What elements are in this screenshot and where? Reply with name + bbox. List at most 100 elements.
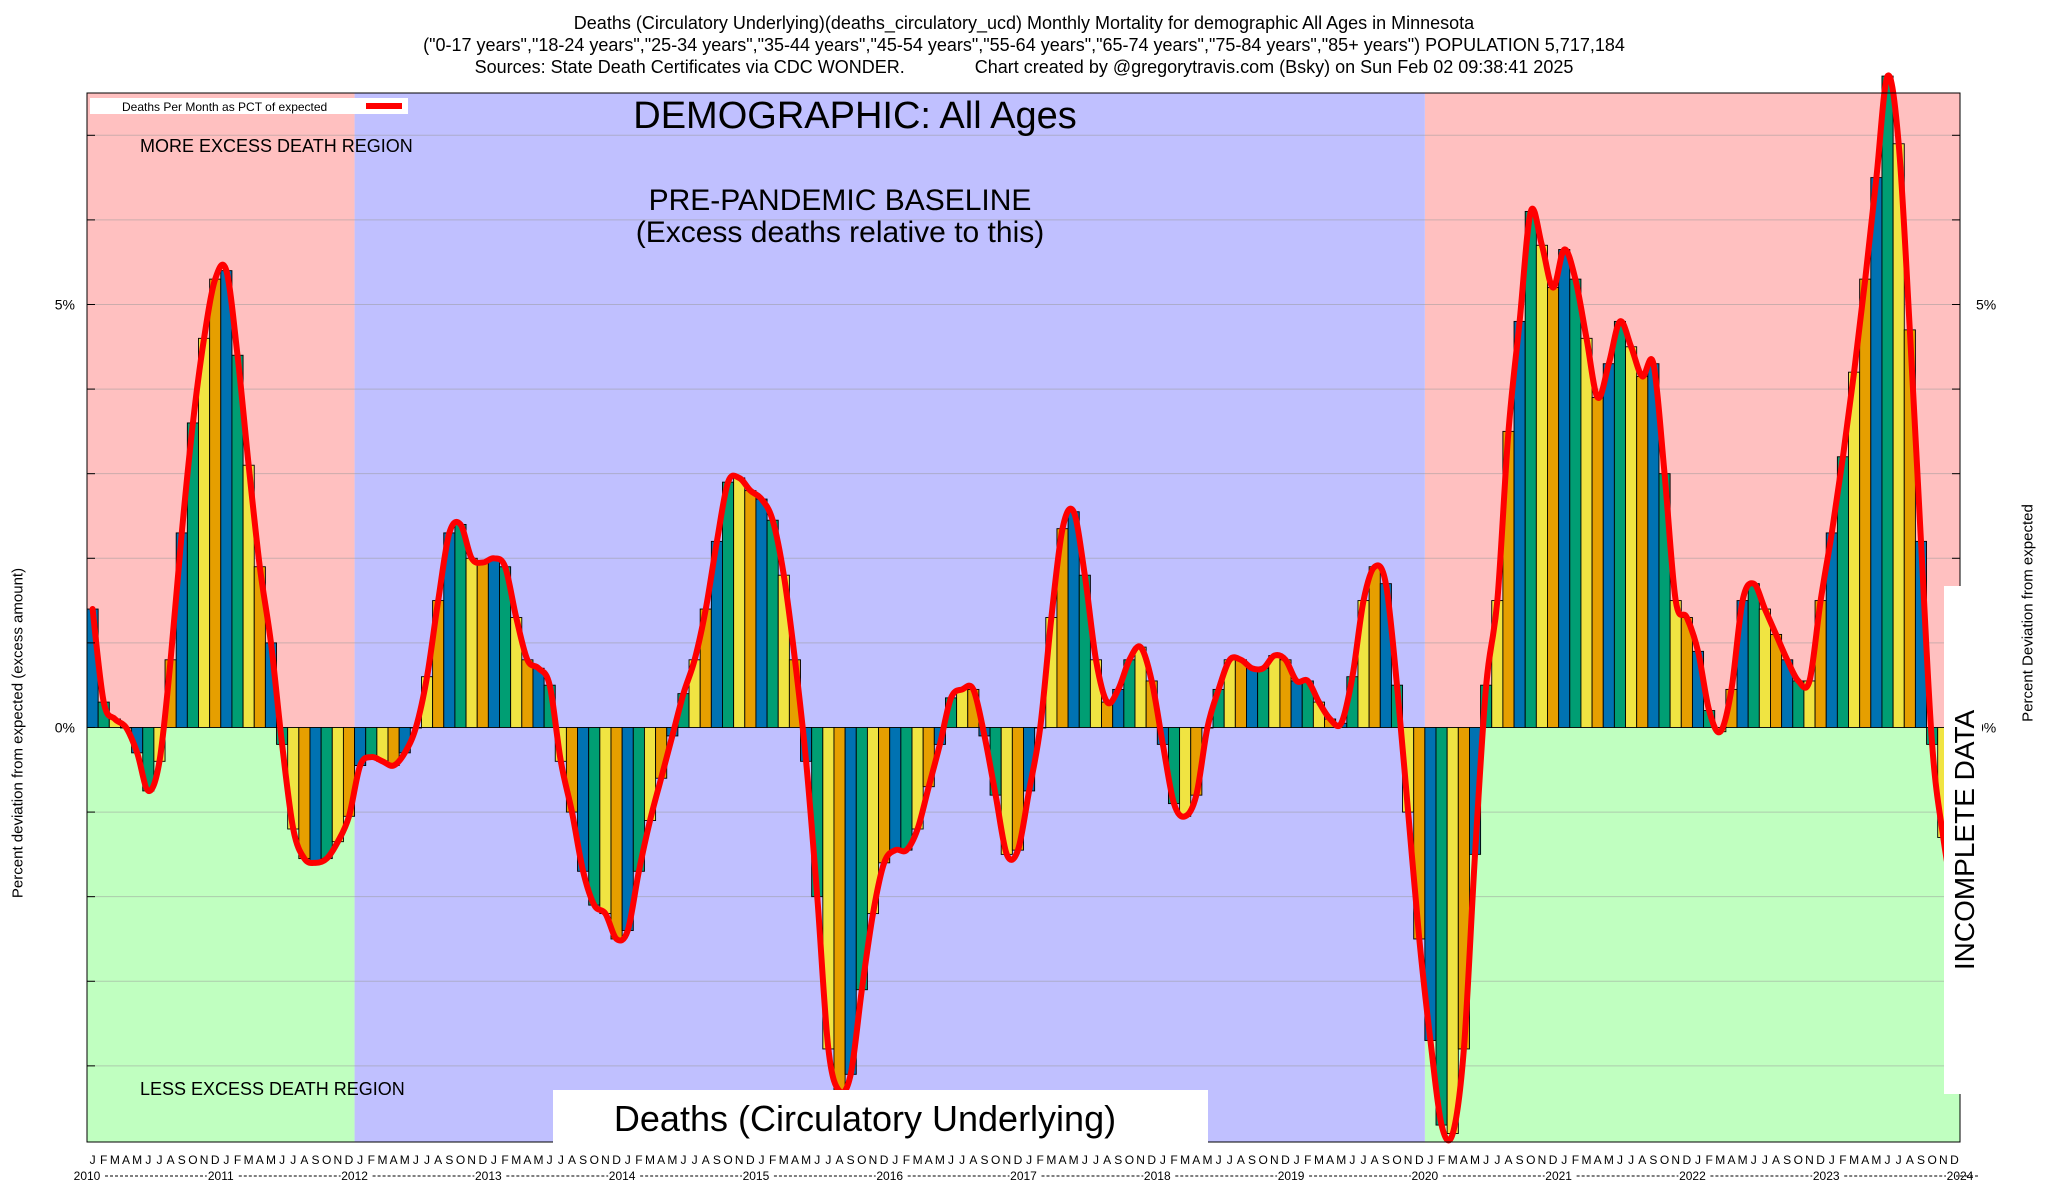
x-month-label: N — [1136, 1153, 1145, 1167]
x-month-label: J — [1361, 1153, 1367, 1167]
bar-40 — [532, 667, 545, 728]
bar-35 — [476, 562, 489, 728]
x-month-label: J — [223, 1153, 229, 1167]
x-month-label: J — [959, 1153, 965, 1167]
bar-158 — [1848, 371, 1861, 728]
chart-sources: Sources: State Death Certificates via CD… — [474, 57, 1574, 77]
x-month-label: S — [1516, 1153, 1524, 1167]
bar-39 — [521, 659, 534, 728]
x-month-label: F — [903, 1153, 910, 1167]
x-month-label: M — [1738, 1153, 1748, 1167]
x-month-label: J — [90, 1153, 96, 1167]
bar-137 — [1613, 320, 1626, 728]
x-month-label: J — [1160, 1153, 1166, 1167]
monthly-bars — [86, 75, 1961, 1134]
bar-105 — [1257, 667, 1270, 728]
x-year-label: 2023 — [1813, 1169, 1840, 1183]
x-month-label: A — [523, 1153, 531, 1167]
x-month-label: J — [290, 1153, 296, 1167]
x-year-label: 2017 — [1010, 1169, 1037, 1183]
bar-45 — [588, 727, 601, 906]
x-month-label: M — [511, 1153, 521, 1167]
x-month-label: N — [869, 1153, 878, 1167]
less-excess-region-label: LESS EXCESS DEATH REGION — [140, 1079, 405, 1099]
deficit-region-2 — [1424, 727, 1960, 1142]
x-month-label: M — [1069, 1153, 1079, 1167]
x-month-label: J — [1216, 1153, 1222, 1167]
bar-103 — [1234, 659, 1247, 728]
x-month-label: M — [1582, 1153, 1592, 1167]
x-year-label: 2021 — [1545, 1169, 1572, 1183]
x-month-label: J — [1617, 1153, 1623, 1167]
bar-61 — [766, 519, 779, 728]
bar-98 — [1179, 727, 1192, 817]
bar-104 — [1246, 667, 1259, 728]
x-month-label: A — [791, 1153, 799, 1167]
bar-131 — [1547, 287, 1560, 728]
x-month-label: M — [1336, 1153, 1346, 1167]
x-month-label: A — [1638, 1153, 1646, 1167]
x-month-label: S — [713, 1153, 721, 1167]
x-month-label: J — [1762, 1153, 1768, 1167]
chart-title: Deaths (Circulatory Underlying)(deaths_c… — [573, 13, 1475, 33]
x-month-label: M — [935, 1153, 945, 1167]
x-month-label: A — [1059, 1153, 1067, 1167]
y-tick-label-left: 0% — [55, 719, 75, 735]
x-month-label: J — [1561, 1153, 1567, 1167]
x-month-label: D — [1816, 1153, 1825, 1167]
bar-46 — [599, 727, 612, 915]
legend: Deaths Per Month as PCT of expected — [90, 98, 408, 114]
x-month-label: S — [445, 1153, 453, 1167]
x-month-label: D — [1147, 1153, 1156, 1167]
x-month-label: M — [534, 1153, 544, 1167]
bar-134 — [1580, 337, 1593, 728]
baseline-region — [354, 93, 1425, 1142]
x-month-label: O — [723, 1153, 732, 1167]
x-month-label: A — [1192, 1153, 1200, 1167]
x-month-label: A — [256, 1153, 264, 1167]
x-month-label: F — [234, 1153, 241, 1167]
x-month-label: O — [456, 1153, 465, 1167]
x-month-label: J — [892, 1153, 898, 1167]
x-month-label: A — [1594, 1153, 1602, 1167]
x-month-label: D — [1683, 1153, 1692, 1167]
bar-68 — [844, 727, 857, 1075]
x-month-label: O — [590, 1153, 599, 1167]
x-month-label: F — [1839, 1153, 1846, 1167]
metric-label: Deaths (Circulatory Underlying) — [614, 1098, 1116, 1139]
x-month-label: J — [1628, 1153, 1634, 1167]
x-year-label: 2016 — [876, 1169, 903, 1183]
x-year-label: 2015 — [743, 1169, 770, 1183]
bar-159 — [1859, 278, 1872, 728]
x-month-label: O — [1794, 1153, 1803, 1167]
x-month-label: J — [1294, 1153, 1300, 1167]
x-month-label: N — [601, 1153, 610, 1167]
x-month-label: O — [188, 1153, 197, 1167]
x-month-label: F — [368, 1153, 375, 1167]
x-month-label: O — [857, 1153, 866, 1167]
metric-label-box — [553, 1090, 1208, 1145]
x-month-label: N — [1939, 1153, 1948, 1167]
bar-36 — [487, 557, 500, 728]
x-month-label: N — [735, 1153, 744, 1167]
bar-71 — [878, 727, 891, 864]
chart-subtitle-demographics: ("0-17 years","18-24 years","25-34 years… — [423, 35, 1625, 55]
x-month-label: A — [390, 1153, 398, 1167]
bar-129 — [1524, 210, 1537, 728]
incomplete-data-label-box — [1944, 586, 1982, 1094]
x-month-label: A — [1727, 1153, 1735, 1167]
y-tick-label-right: 5% — [1976, 296, 1996, 312]
x-month-label: A — [657, 1153, 665, 1167]
x-month-label: M — [1448, 1153, 1458, 1167]
x-month-label: S — [178, 1153, 186, 1167]
x-month-label: M — [110, 1153, 120, 1167]
bar-161 — [1881, 75, 1894, 728]
x-month-label: J — [625, 1153, 631, 1167]
x-month-label: D — [1281, 1153, 1290, 1167]
x-month-label: J — [1227, 1153, 1233, 1167]
x-month-label: O — [1660, 1153, 1669, 1167]
bar-78 — [956, 688, 969, 728]
x-month-label: M — [1871, 1153, 1881, 1167]
x-month-label: A — [836, 1153, 844, 1167]
